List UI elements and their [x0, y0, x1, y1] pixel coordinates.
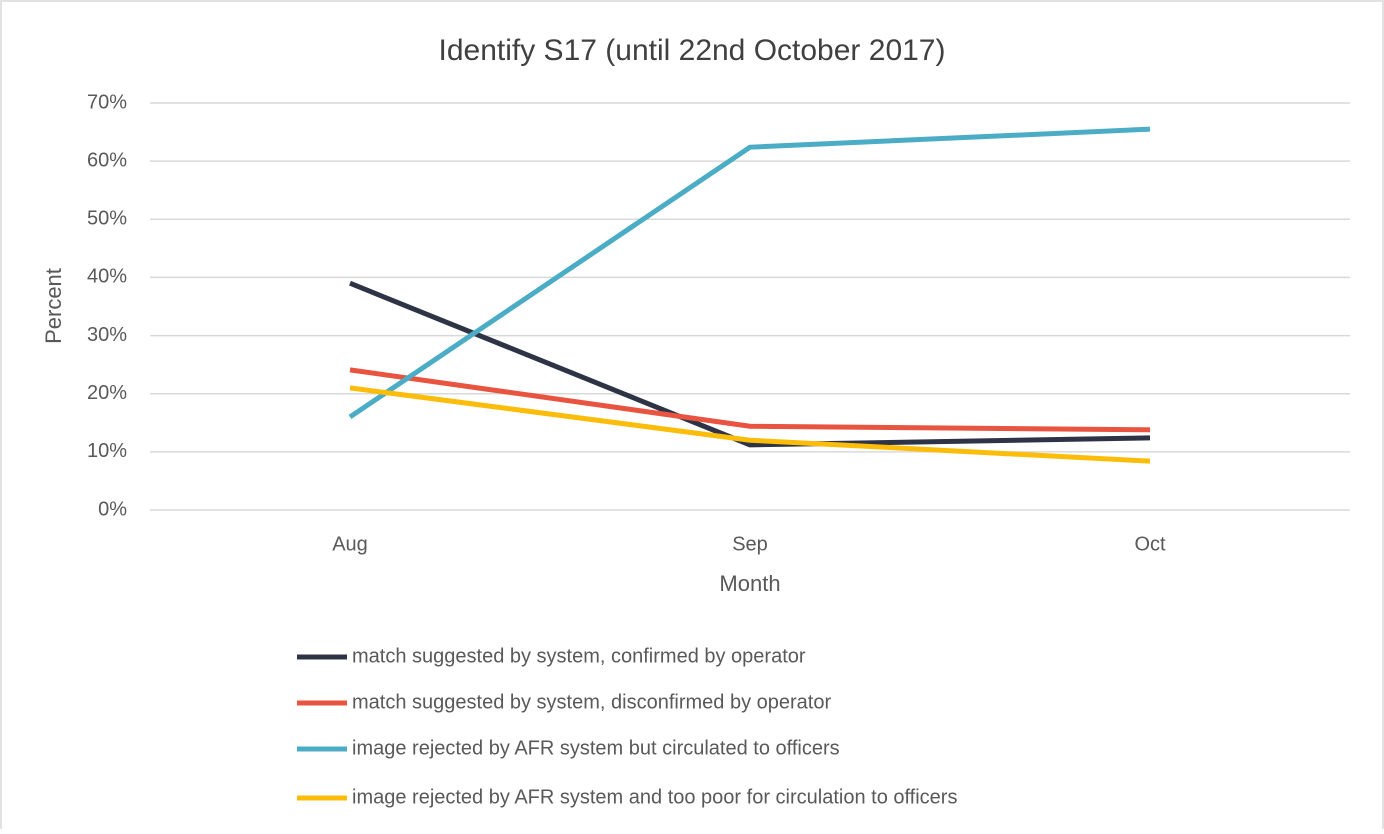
legend-label: image rejected by AFR system and too poo… — [352, 786, 957, 808]
y-tick-label: 50% — [87, 208, 127, 230]
series-line — [349, 367, 1151, 433]
x-tick-label: Oct — [1134, 533, 1166, 555]
series-line — [349, 385, 1151, 464]
y-tick-label: 0% — [98, 498, 127, 520]
chart-title: Identify S17 (until 22nd October 2017) — [439, 34, 946, 67]
y-tick-label: 20% — [87, 382, 127, 404]
x-tick-label: Sep — [732, 533, 768, 555]
legend-label: match suggested by system, disconfirmed … — [352, 691, 831, 713]
y-axis-label: Percent — [41, 268, 66, 344]
y-tick-label: 30% — [87, 324, 127, 346]
y-tick-label: 10% — [87, 440, 127, 462]
x-tick-label: Aug — [332, 533, 368, 555]
legend-label: image rejected by AFR system but circula… — [352, 737, 840, 759]
y-tick-label: 70% — [87, 91, 127, 113]
y-tick-label: 60% — [87, 149, 127, 171]
x-axis-label: Month — [719, 571, 780, 596]
y-tick-label: 40% — [87, 266, 127, 288]
series-line — [348, 126, 1151, 420]
legend-label: match suggested by system, confirmed by … — [352, 645, 806, 667]
series-line — [349, 280, 1151, 448]
